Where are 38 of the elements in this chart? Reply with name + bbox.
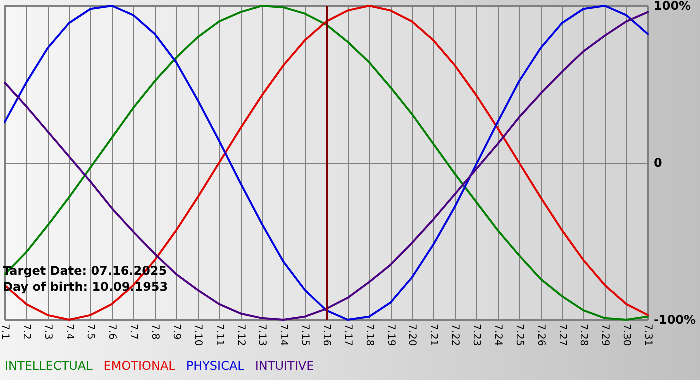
text: EMOTIONAL: [104, 359, 176, 373]
x-tick-label: 7.23: [471, 324, 482, 346]
text: INTUITIVE: [255, 359, 314, 373]
x-tick-label: 7.10: [192, 324, 204, 346]
x-tick-label: 7.21: [428, 324, 440, 346]
x-tick-label: 7.29: [600, 324, 611, 346]
x-tick-label: 7.17: [342, 324, 354, 346]
x-tick-label: 7.26: [535, 324, 546, 346]
x-tick-label: 7.20: [406, 324, 418, 346]
x-tick-label: 7.24: [492, 324, 504, 346]
x-tick-label: 7.4: [64, 324, 75, 340]
text: INTELLECTUAL: [5, 359, 94, 373]
y-tick-label: -100%: [654, 313, 696, 327]
y-tick-label: 100%: [654, 0, 692, 13]
x-tick-label: 7.6: [106, 324, 118, 340]
x-tick-label: 7.1: [0, 324, 10, 340]
x-tick-label: 7.7: [128, 324, 140, 340]
x-tick-label: 7.25: [514, 324, 525, 346]
x-tick-label: 7.19: [385, 324, 396, 346]
x-tick-label: 7.11: [214, 324, 225, 346]
x-tick-label: 7.28: [578, 324, 590, 346]
x-tick-label: 7.9: [170, 324, 182, 340]
x-tick-label: 7.30: [621, 324, 632, 346]
x-tick-label: 7.13: [256, 324, 268, 346]
x-tick-label: 7.18: [364, 324, 375, 346]
x-tick-label: 7.15: [300, 324, 311, 346]
x-tick-label: 7.3: [42, 324, 54, 340]
x-tick-label: 7.2: [20, 324, 32, 340]
x-tick-label: 7.12: [235, 324, 246, 346]
x-tick-label: 7.16: [321, 324, 332, 346]
x-tick-label: 7.22: [450, 324, 461, 346]
y-tick-label: 0: [654, 156, 662, 170]
x-tick-label: 7.27: [556, 324, 568, 346]
x-tick-label: 7.5: [85, 324, 96, 340]
x-tick-label: 7.14: [278, 324, 290, 346]
x-tick-label: 7.8: [150, 324, 161, 340]
text: PHYSICAL: [186, 359, 245, 373]
x-tick-label: 7.31: [642, 324, 654, 346]
